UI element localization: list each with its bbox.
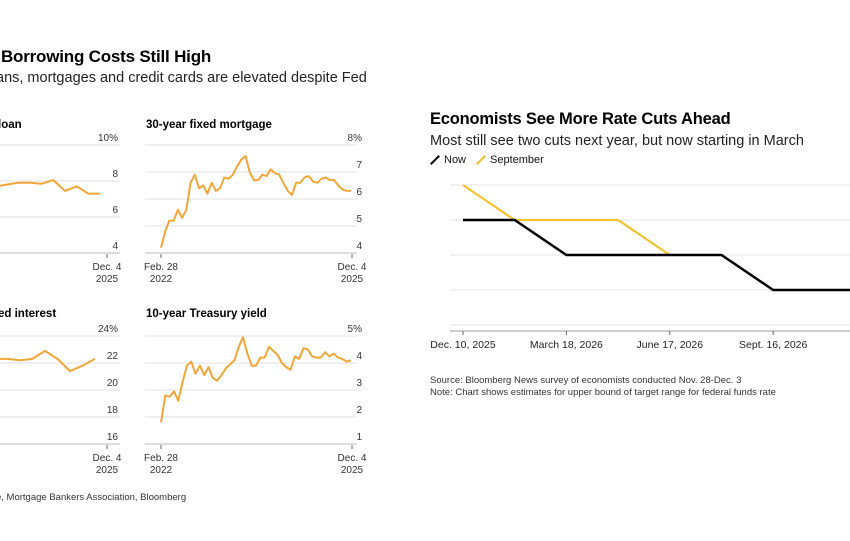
x-tick-label: Feb. 28 xyxy=(144,262,178,273)
y-tick-label: 22 xyxy=(107,351,119,362)
panel-title-mortgage: 30-year fixed mortgage xyxy=(146,119,272,131)
x-tick-label: March 18, 2026 xyxy=(530,339,603,351)
y-tick-label: 3 xyxy=(356,378,362,389)
x-tick-label: Dec. 4 xyxy=(338,262,367,273)
right-figure-note: Note: Chart shows estimates for upper bo… xyxy=(430,387,776,398)
legend-september-label: September xyxy=(490,154,544,166)
y-tick-label: 24% xyxy=(98,324,118,335)
series-line-3 xyxy=(160,336,352,423)
right-figure-footnote: Source: Bloomberg News survey of economi… xyxy=(430,375,776,399)
y-tick-label: 18 xyxy=(107,405,119,416)
series-line-2 xyxy=(0,349,96,373)
y-tick-label: 1 xyxy=(356,432,362,443)
x-tick-label: Dec. 4 xyxy=(93,262,122,273)
x-tick-label: 2022 xyxy=(150,274,173,285)
y-tick-label: 4 xyxy=(112,241,118,252)
right-figure-title: Economists See More Rate Cuts Ahead xyxy=(430,110,731,128)
y-tick-label: 16 xyxy=(107,432,119,443)
x-tick-label: 2025 xyxy=(341,274,364,285)
x-tick-label: Sept. 16, 2026 xyxy=(739,339,807,351)
series-line-1 xyxy=(160,154,351,248)
x-tick-label: Dec. 4 xyxy=(338,453,367,464)
x-tick-label: 2025 xyxy=(96,274,119,285)
y-tick-label: 8 xyxy=(112,169,118,180)
panel-title-treasury: 10-year Treasury yield xyxy=(146,308,267,320)
x-tick-label: June 17, 2026 xyxy=(637,339,704,351)
left-figure-title: r Borrowing Costs Still High xyxy=(0,47,212,66)
right-figure-subtitle: Most still see two cuts next year, but n… xyxy=(430,133,804,149)
series-line-now xyxy=(463,218,850,292)
series-line-september xyxy=(462,184,671,256)
x-tick-label: Dec. 10, 2025 xyxy=(430,339,496,351)
legend: Now September xyxy=(430,154,550,166)
y-tick-label: 5% xyxy=(348,324,363,335)
y-tick-label: 6 xyxy=(356,187,362,198)
x-tick-label: 2025 xyxy=(96,465,119,476)
y-tick-label: 4 xyxy=(356,241,362,252)
x-tick-label: Feb. 28 xyxy=(144,453,178,464)
panel-title-credit-card: ed interest xyxy=(0,308,57,320)
series-line-0 xyxy=(0,179,100,195)
y-tick-label: 10% xyxy=(98,133,118,144)
y-tick-label: 2 xyxy=(356,405,362,416)
x-tick-label: Dec. 4 xyxy=(93,453,122,464)
left-figure-subtitle: ans, mortgages and credit cards are elev… xyxy=(0,70,367,86)
y-tick-label: 20 xyxy=(107,378,119,389)
right-figure-source: Source: Bloomberg News survey of economi… xyxy=(430,375,742,386)
y-tick-label: 6 xyxy=(112,205,118,216)
y-tick-label: 4 xyxy=(356,351,362,362)
y-tick-label: 5 xyxy=(356,214,362,225)
y-tick-label: 7 xyxy=(356,160,362,171)
x-tick-label: 2025 xyxy=(341,465,364,476)
legend-now-label: Now xyxy=(444,154,467,166)
panel-title-loan: loan xyxy=(0,119,22,131)
x-tick-label: 2022 xyxy=(150,465,173,476)
left-figure-source: e, Mortgage Bankers Association, Bloombe… xyxy=(0,492,187,503)
y-tick-label: 8% xyxy=(348,133,363,144)
